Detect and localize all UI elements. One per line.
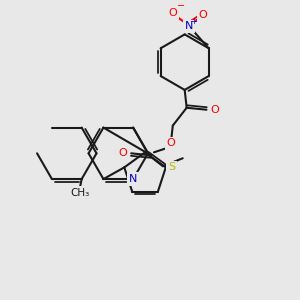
Text: N: N: [129, 174, 137, 184]
Text: +: +: [190, 17, 197, 26]
Text: −: −: [177, 1, 185, 11]
Text: O: O: [169, 8, 177, 18]
Text: O: O: [210, 105, 219, 115]
Text: O: O: [167, 138, 175, 148]
Text: O: O: [198, 10, 207, 20]
Text: S: S: [168, 162, 175, 172]
Text: CH₃: CH₃: [70, 188, 89, 198]
Text: O: O: [119, 148, 128, 158]
Text: N: N: [185, 22, 193, 32]
